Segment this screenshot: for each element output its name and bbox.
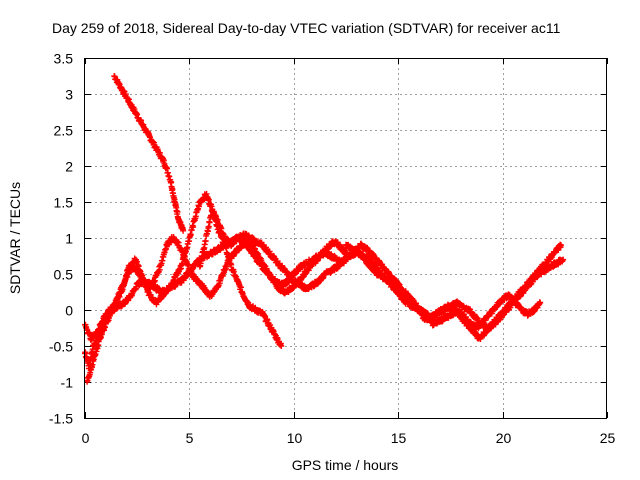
y-tick-label: 2.5 bbox=[54, 123, 74, 139]
y-tick-label: 0 bbox=[65, 303, 73, 319]
x-tick-label: 5 bbox=[186, 430, 194, 446]
series-3 bbox=[84, 233, 347, 385]
y-tick-label: -1.5 bbox=[49, 411, 73, 427]
y-tick-label: 3.5 bbox=[54, 51, 74, 67]
data-points bbox=[82, 73, 567, 385]
grid bbox=[85, 58, 607, 418]
x-tick-label: 20 bbox=[496, 430, 512, 446]
y-tick-label: 1.5 bbox=[54, 195, 74, 211]
x-tick-labels: 0 5 10 15 20 25 bbox=[82, 430, 616, 446]
y-tick-label: 2 bbox=[65, 159, 73, 175]
data-point bbox=[202, 238, 209, 245]
chart-title: Day 259 of 2018, Sidereal Day-to-day VTE… bbox=[52, 20, 561, 36]
data-point bbox=[180, 227, 187, 234]
y-tick-label: 3 bbox=[65, 87, 73, 103]
y-tick-label: -1 bbox=[61, 375, 74, 391]
plot-frame bbox=[84, 58, 607, 419]
y-tick-label: -0.5 bbox=[49, 339, 73, 355]
data-point bbox=[537, 299, 544, 306]
data-point bbox=[92, 351, 99, 358]
x-tick-label: 25 bbox=[600, 430, 616, 446]
x-tick-label: 0 bbox=[82, 430, 90, 446]
data-point bbox=[278, 343, 285, 349]
y-axis-label: SDTVAR / TECUs bbox=[7, 182, 23, 294]
x-tick-label: 10 bbox=[287, 430, 303, 446]
y-tick-label: 1 bbox=[65, 231, 73, 247]
x-axis-label: GPS time / hours bbox=[292, 457, 399, 473]
y-tick-labels: 3.5 3 2.5 2 1.5 1 0.5 0 -0.5 -1 -1.5 bbox=[49, 51, 73, 427]
data-point bbox=[190, 223, 197, 230]
y-tick-label: 0.5 bbox=[54, 267, 74, 283]
data-point bbox=[560, 256, 567, 263]
series-6 bbox=[196, 206, 567, 334]
data-point bbox=[558, 242, 565, 249]
series-1 bbox=[111, 73, 187, 234]
x-tick-label: 15 bbox=[391, 430, 407, 446]
